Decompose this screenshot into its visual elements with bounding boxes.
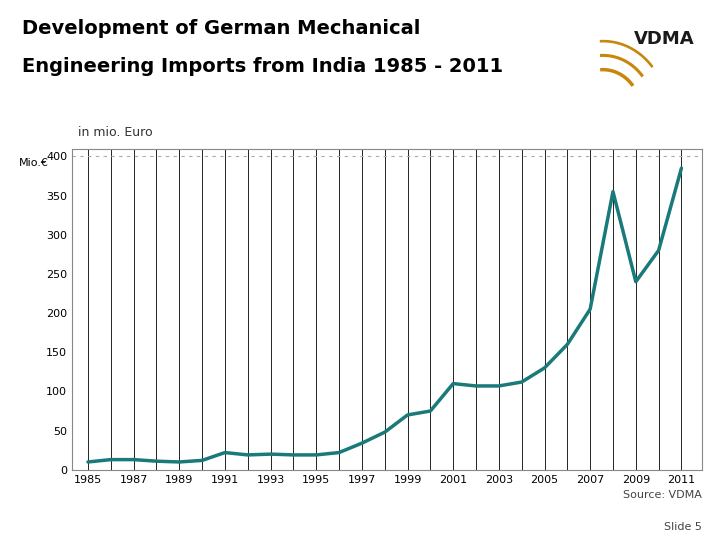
Text: Development of German Mechanical: Development of German Mechanical: [22, 19, 420, 38]
Text: Mio.€: Mio.€: [19, 158, 48, 168]
Text: Engineering Imports from India 1985 - 2011: Engineering Imports from India 1985 - 20…: [22, 57, 503, 76]
Text: VDMA: VDMA: [634, 30, 694, 48]
Text: in mio. Euro: in mio. Euro: [78, 126, 153, 139]
Text: Slide 5: Slide 5: [664, 522, 702, 532]
Text: Source: VDMA: Source: VDMA: [623, 489, 702, 500]
